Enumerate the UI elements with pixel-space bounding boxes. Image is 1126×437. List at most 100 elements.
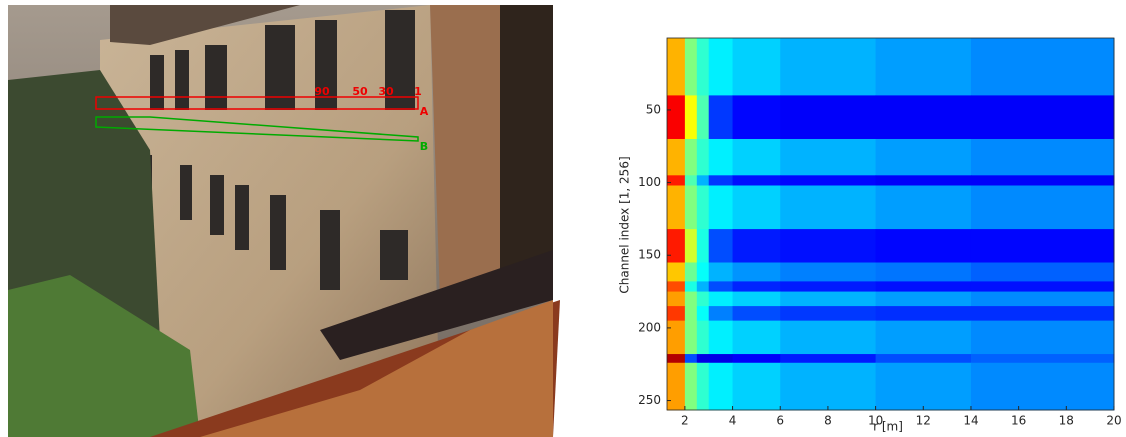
heat-cell	[696, 362, 710, 411]
heat-cell	[970, 175, 1115, 186]
y-axis-label: Channel index [1, 256]	[618, 156, 632, 293]
heat-cell	[696, 95, 710, 140]
heat-cell	[780, 362, 877, 411]
heat-cell	[875, 185, 972, 230]
heat-cell	[732, 229, 781, 264]
x-tick-label: 12	[916, 414, 931, 428]
region-a	[95, 96, 419, 110]
heat-cell	[780, 354, 877, 364]
heat-cell	[970, 38, 1115, 96]
heat-cell	[684, 362, 698, 411]
y-tick-label: 150	[638, 248, 661, 262]
x-tick-label: 20	[1106, 414, 1121, 428]
heat-cell	[708, 175, 734, 186]
heat-cell	[970, 291, 1115, 307]
heat-cell	[732, 281, 781, 293]
heat-cell	[696, 262, 710, 282]
heat-cell	[780, 95, 877, 140]
photo-label: B	[420, 140, 428, 153]
heat-cell	[970, 320, 1115, 355]
heat-cell	[732, 95, 781, 140]
heat-cell	[732, 185, 781, 230]
heat-cell	[667, 362, 686, 411]
y-tick-label: 250	[638, 393, 661, 407]
heat-cell	[780, 281, 877, 293]
heat-cell	[732, 38, 781, 96]
heatmap-plot: 2 4 6 8 10 12 14 16 18 20 50 100 150 200 250	[638, 37, 1122, 428]
photo-label: 1	[414, 85, 422, 98]
heat-cell	[708, 320, 734, 355]
x-axis-label: r [m]	[873, 420, 903, 434]
photo-label: 90	[314, 85, 330, 98]
y-tick-label: 100	[638, 175, 661, 189]
heat-cell	[708, 262, 734, 282]
x-tick-label: 18	[1059, 414, 1074, 428]
heat-cell	[875, 354, 972, 364]
heat-cell	[684, 320, 698, 355]
heat-cell	[780, 262, 877, 282]
x-tick-label: 14	[963, 414, 978, 428]
heat-cell	[708, 138, 734, 176]
heat-cell	[684, 185, 698, 230]
heat-cell	[732, 175, 781, 186]
x-tick-label: 2	[681, 414, 689, 428]
heat-cell	[667, 38, 686, 96]
heat-cell	[875, 262, 972, 282]
heat-cell	[667, 354, 686, 364]
heat-cell	[667, 138, 686, 176]
heat-cell	[875, 306, 972, 322]
heat-cell	[684, 229, 698, 264]
photo-label: 50	[352, 85, 368, 98]
heat-cell	[696, 291, 710, 307]
heat-cell	[970, 354, 1115, 364]
heat-cell	[696, 138, 710, 176]
heat-cell	[732, 354, 781, 364]
heat-cell	[708, 185, 734, 230]
x-tick-label: 16	[1011, 414, 1026, 428]
sensor-rail	[320, 250, 553, 360]
heat-cell	[708, 291, 734, 307]
heat-cell	[667, 95, 686, 140]
y-tick-label: 200	[638, 320, 661, 334]
heat-cell	[708, 306, 734, 322]
heat-cell	[696, 354, 710, 364]
heat-cell	[667, 175, 686, 186]
heat-cell	[684, 291, 698, 307]
heat-cell	[970, 362, 1115, 411]
x-tick-label: 4	[729, 414, 737, 428]
heat-cell	[875, 229, 972, 264]
heat-cell	[732, 138, 781, 176]
plot-frame	[666, 37, 1115, 411]
heat-cell	[667, 291, 686, 307]
photo: 90 50 30 1 A B	[8, 5, 560, 437]
windows	[115, 10, 415, 290]
x-tick-label: 8	[824, 414, 832, 428]
heat-cell	[732, 362, 781, 411]
heat-cell	[970, 306, 1115, 322]
heat-cell	[970, 185, 1115, 230]
heat-cell	[780, 175, 877, 186]
heat-cell	[684, 38, 698, 96]
heat-cell	[684, 354, 698, 364]
trees-bottom	[8, 275, 200, 437]
heat-cell	[708, 354, 734, 364]
heat-cell	[696, 175, 710, 186]
heat-cell	[684, 281, 698, 293]
heat-cell	[696, 229, 710, 264]
heat-cell	[780, 185, 877, 230]
heat-cell	[780, 138, 877, 176]
cardboard	[200, 300, 553, 437]
heat-cell	[780, 291, 877, 307]
x-tick-label: 10	[868, 414, 883, 428]
heat-cell	[684, 306, 698, 322]
heat-cell	[667, 281, 686, 293]
trees-top	[8, 70, 160, 340]
heat-cell	[780, 306, 877, 322]
heat-cell	[667, 306, 686, 322]
photo-label: A	[420, 105, 429, 118]
heat-cell	[708, 281, 734, 293]
heat-cell	[708, 38, 734, 96]
heat-cell	[875, 95, 972, 140]
region-b	[95, 116, 419, 142]
